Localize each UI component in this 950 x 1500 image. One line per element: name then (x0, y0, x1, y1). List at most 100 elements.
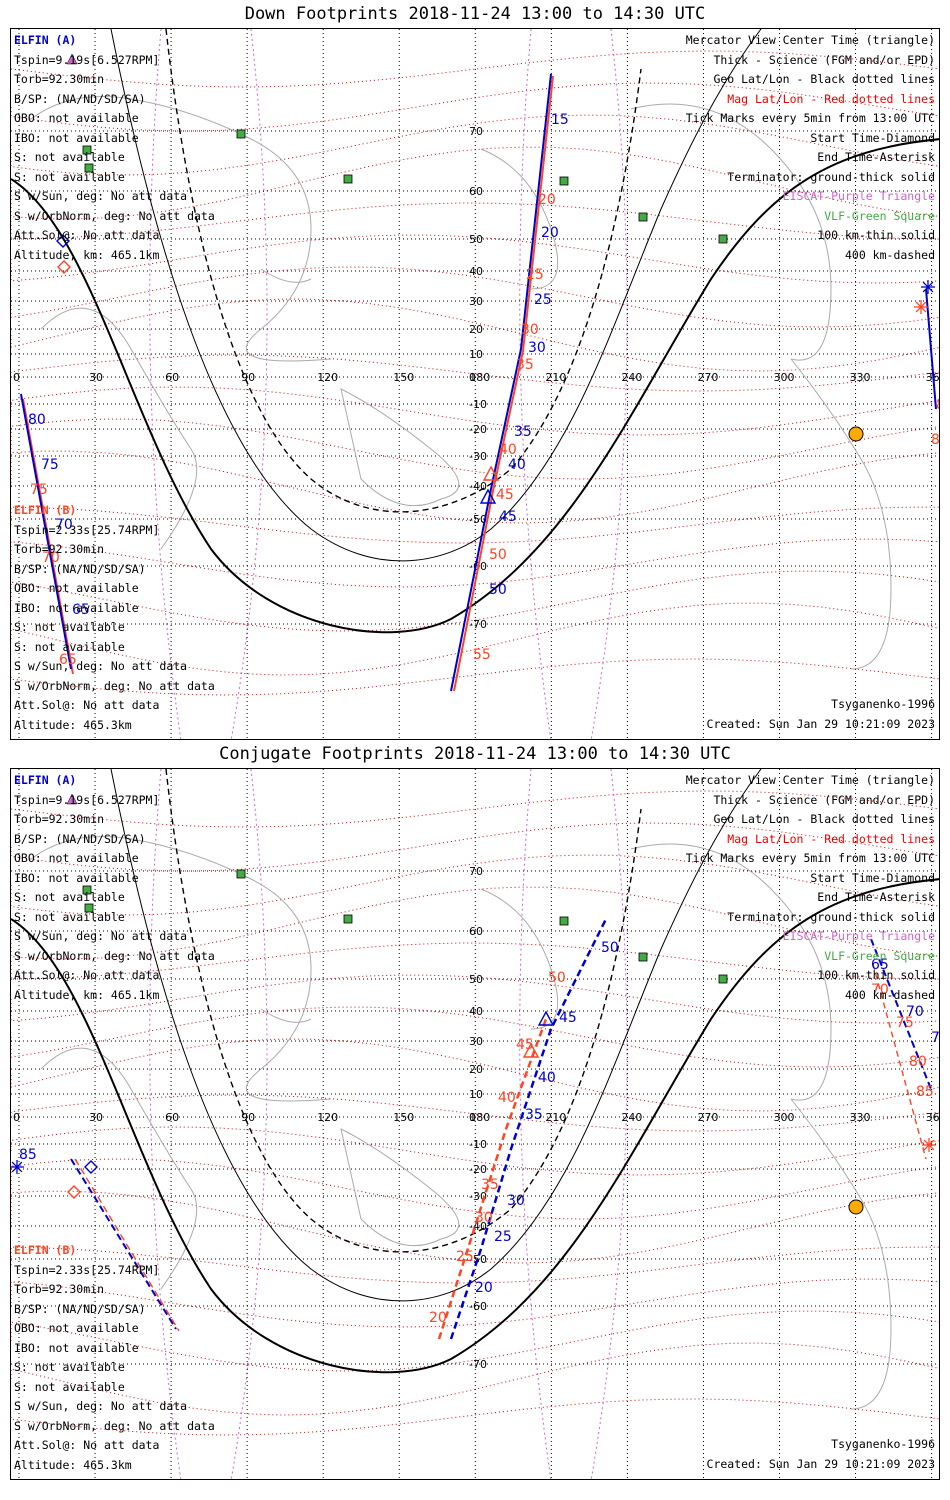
mag-lat-line (11, 1246, 939, 1284)
legend-entry: Mag Lat/Lon - Red dotted lines (727, 91, 935, 106)
legend-entry: Geo Lat/Lon - Black dotted lines (713, 812, 935, 826)
lat-tick-label: 0 (469, 371, 476, 384)
elfin-a-center-triangle (479, 488, 497, 504)
elfin-b-tick-label: 75 (896, 1015, 914, 1031)
elfin-a-tick-label: 35 (514, 424, 532, 440)
elfin-a-track (449, 918, 608, 1340)
lon-tick-label: 120 (317, 1111, 338, 1124)
conjugate-footprints-panel: Conjugate Footprints 2018-11-24 13:00 to… (0, 740, 950, 1485)
elfin-b-tick-label: 30 (521, 322, 539, 338)
legend-entry: 400 km-dashed (844, 987, 935, 1002)
mag-lon-line (590, 769, 628, 1479)
coastline (30, 836, 332, 1102)
elfin-a-line: Att.Sol@: No att data (14, 968, 160, 982)
mag-lat-line (11, 1126, 939, 1176)
elfin-a-line: Att.Sol@: No att data (14, 228, 160, 242)
elfin-b-tick-label: 35 (481, 1177, 499, 1193)
mag-lat-line (11, 1190, 939, 1264)
lat-tick-label: 20 (469, 323, 483, 336)
elfin-a-line: OBO: not available (14, 111, 139, 125)
mag-lat-line (11, 822, 939, 872)
elfin-a-center-triangle (537, 1010, 555, 1026)
panel-title: Down Footprints 2018-11-24 13:00 to 14:3… (244, 4, 706, 24)
elfin-a-tick-label: 30 (528, 340, 546, 356)
elfin-a-start-diamond (56, 234, 70, 248)
elfin-a-tick-label: 35 (525, 1107, 543, 1123)
elfin-b-tick-label: 70 (42, 550, 60, 566)
elfin-a-tick-label: 45 (559, 1010, 577, 1026)
vlf-station (236, 869, 246, 879)
coastline (480, 148, 559, 290)
elfin-a-line: IBO: not available (14, 870, 139, 885)
elfin-a-line: Tspin=9.19s[6.527RPM] (14, 52, 160, 67)
elfin-b-tick-label: 20 (429, 1310, 447, 1326)
elfin-b-line: Att.Sol@: No att data (14, 698, 160, 712)
elfin-a-line: Altitude, km: 465.1km (14, 987, 160, 1002)
elfin-b-header: ELFIN (B) (14, 1243, 77, 1257)
mag-lat-line (11, 506, 939, 544)
legend-entry: Thick - Science (FGM and/or EPD) (713, 52, 935, 67)
map-frame: 0306090120150180210240270300330360706050… (10, 28, 940, 740)
legend-entry: End Time-Asterisk (817, 890, 935, 904)
elfin-b-tick-label: 40 (499, 442, 517, 458)
elfin-a-line: IBO: not available (14, 130, 139, 145)
panel-title: Conjugate Footprints 2018-11-24 13:00 to… (219, 744, 731, 764)
lat-tick-label: 60 (469, 185, 483, 198)
mag-lon-line (230, 769, 268, 1479)
lon-tick-label: 180 (469, 371, 490, 384)
elfin-b-line: S w/OrbNorm, deg: No att data (14, 1418, 215, 1433)
legend-entry: Mercator View Center Time (triangle) (685, 773, 935, 787)
mercator-map: 0306090120150180210240270300330360706050… (11, 769, 940, 1479)
elfin-b-line: S: not available (14, 639, 125, 654)
coastline (340, 388, 460, 507)
sun-icon (848, 426, 864, 442)
legend-entry: 100 km-thin solid (817, 968, 935, 982)
elfin-b-track (22, 75, 554, 692)
elfin-b-line: S: not available (14, 620, 125, 634)
vlf-station (718, 974, 728, 984)
legend-entry: Terminator: ground-thick solid (727, 909, 935, 924)
footprint-100km-line (110, 769, 762, 1302)
footprint-400km-line (165, 29, 642, 513)
mag-lat-line (11, 450, 939, 524)
elfin-a-tick-label: 50 (601, 940, 619, 956)
elfin-a-header: ELFIN (A) (14, 773, 77, 787)
coastline (790, 1098, 892, 1410)
lat-tick-label: 10 (469, 1088, 483, 1101)
vlf-station (638, 952, 648, 962)
vlf-station (84, 163, 94, 173)
legend-entry: VLF-Green Square (824, 948, 935, 963)
elfin-a-end-asterisk (11, 1160, 24, 1174)
elfin-b-start-diamond (67, 1185, 81, 1199)
lon-tick-label: 270 (697, 1111, 718, 1124)
elfin-a-tick-label: 40 (508, 457, 526, 473)
legend-entry: Mag Lat/Lon - Red dotted lines (727, 831, 935, 846)
eiscat-station (66, 793, 78, 805)
lon-tick-label: 60 (165, 371, 179, 384)
legend-entry: Mercator View Center Time (triangle) (685, 33, 935, 47)
legend-entry: Thick - Science (FGM and/or EPD) (713, 792, 935, 807)
vlf-station (82, 885, 92, 895)
elfin-b-tick-label: 80 (909, 1054, 927, 1070)
legend-entry: 100 km-thin solid (817, 228, 935, 242)
elfin-a-line: S w/OrbNorm, deg: No att data (14, 948, 215, 963)
elfin-b-end-asterisk (922, 1138, 936, 1152)
model-name: Tsyganenko-1996 (831, 697, 935, 711)
lon-tick-label: 30 (89, 371, 103, 384)
elfin-a-tick-label: 75 (931, 1030, 940, 1046)
elfin-a-info: ELFIN (A) Tspin=9.19s[6.527RPM] Torb=92.… (14, 771, 215, 1005)
elfin-a-tick-label: 15 (551, 112, 569, 128)
elfin-a-tick-label: 65 (72, 602, 90, 618)
vlf-station (84, 903, 94, 913)
lat-tick-label: 50 (469, 233, 483, 246)
lat-tick-label: -40 (469, 480, 487, 493)
vlf-station (718, 234, 728, 244)
lat-tick-label: 70 (469, 125, 483, 138)
lon-tick-label: 360 (926, 1111, 940, 1124)
elfin-b-track (74, 1158, 180, 1332)
elfin-b-line: Torb=92.30min (14, 542, 105, 556)
elfin-b-info: ELFIN (B) Tspin=2.33s[25.74RPM] Torb=92.… (14, 1241, 215, 1475)
mag-lat-line (11, 854, 939, 916)
mag-lat-line (11, 234, 939, 284)
elfin-a-line: Torb=92.30min (14, 812, 105, 826)
